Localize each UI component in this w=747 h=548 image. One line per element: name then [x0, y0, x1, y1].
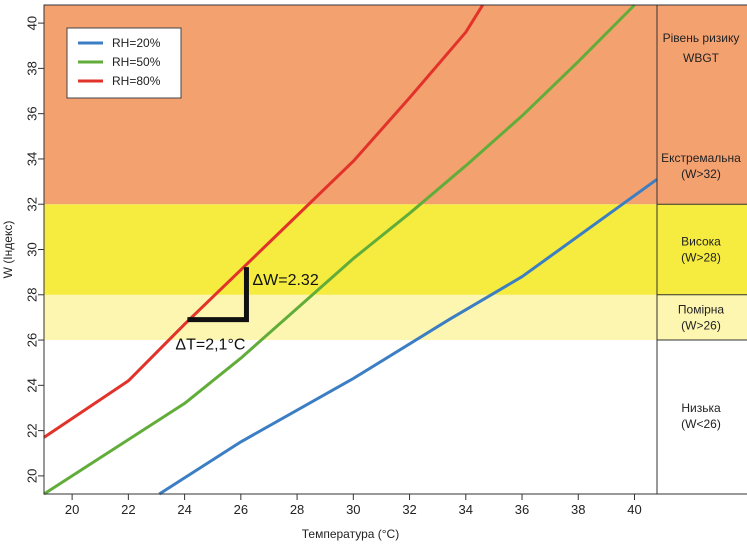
risk-header-1: Рівень ризику	[663, 31, 740, 45]
band-high	[44, 204, 747, 295]
y-tick-label-40: 40	[25, 16, 40, 30]
y-tick-label-26: 26	[25, 333, 40, 347]
legend: RH=20% RH=50% RH=80%	[66, 27, 182, 99]
risk-bands	[44, 5, 747, 494]
x-tick-label-38: 38	[571, 502, 585, 517]
x-tick-label-30: 30	[346, 502, 360, 517]
x-tick-label-24: 24	[177, 502, 191, 517]
risk-header-2: WBGT	[683, 51, 720, 65]
y-tick-label-28: 28	[25, 288, 40, 302]
series-lines	[43, 3, 658, 496]
risk-row-2-line-2: (W>28)	[681, 251, 721, 265]
x-tick-label-32: 32	[402, 502, 416, 517]
risk-row-2-line-1: Висока	[681, 235, 721, 249]
delta-w-label: ΔW=2.32	[252, 272, 318, 289]
risk-row-3-line-1: Помірна	[678, 302, 725, 316]
y-axis-title: W (Індекс)	[1, 221, 15, 279]
legend-label-1: RH=20%	[112, 36, 161, 50]
risk-row-4-line-1: Низька	[681, 401, 721, 415]
annotations: ΔW=2.32 ΔT=2,1°C	[175, 267, 319, 354]
x-tick-label-20: 20	[65, 502, 79, 517]
y-tick-label-38: 38	[25, 61, 40, 75]
x-tick-label-28: 28	[290, 502, 304, 517]
risk-row-3-line-2: (W>26)	[681, 318, 721, 332]
y-tick-label-20: 20	[25, 469, 40, 483]
y-tick-label-32: 32	[25, 197, 40, 211]
x-tick-label-36: 36	[515, 502, 529, 517]
delta-step-marker	[187, 267, 249, 323]
risk-row-1-line-2: (W>32)	[681, 167, 721, 181]
series-line-3	[43, 4, 484, 439]
x-tick-label-22: 22	[121, 502, 135, 517]
axes: 20 22 24 26 28 30 32 34 36 38 40 20 22 24 26 28 30 32 34 36…	[25, 4, 658, 517]
y-tick-label-30: 30	[25, 242, 40, 256]
legend-label-2: RH=50%	[112, 55, 161, 69]
y-tick-label-24: 24	[25, 378, 40, 392]
x-tick-label-40: 40	[627, 502, 641, 517]
band-moderate	[44, 294, 747, 341]
legend-label-3: RH=80%	[112, 74, 161, 88]
x-axis-title: Температура (°C)	[302, 527, 399, 541]
risk-row-1-line-1: Екстремальна	[661, 151, 741, 165]
band-low	[44, 340, 747, 494]
risk-table: Рівень ризику WBGT Екстремальна (W>32) Висок…	[656, 4, 747, 495]
y-tick-label-36: 36	[25, 106, 40, 120]
risk-row-4-line-2: (W<26)	[681, 417, 721, 431]
x-tick-label-26: 26	[234, 502, 248, 517]
series-line-1	[158, 178, 658, 496]
y-tick-label-22: 22	[25, 423, 40, 437]
delta-t-label: ΔT=2,1°C	[175, 337, 245, 354]
x-tick-label-34: 34	[459, 502, 473, 517]
y-tick-label-34: 34	[25, 152, 40, 166]
series-line-2	[43, 3, 636, 496]
